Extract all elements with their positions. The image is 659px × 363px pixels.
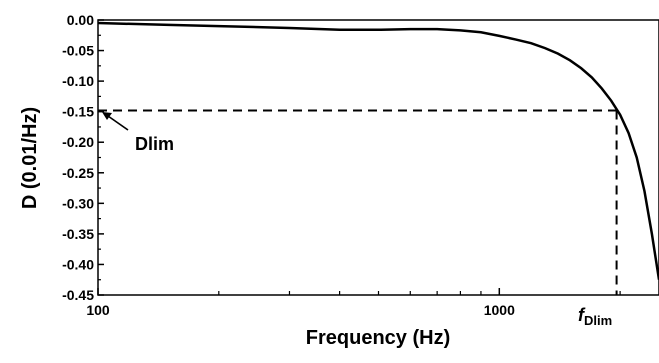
- dlim-annotation: Dlim: [135, 134, 174, 154]
- x-tick-label: 100: [86, 302, 110, 318]
- f-dlim-main: f: [578, 305, 586, 325]
- plot-area: [97, 19, 659, 296]
- f-dlim-subscript: Dlim: [584, 313, 612, 328]
- y-axis-ticks: 0.00 -0.05 -0.10 -0.15 -0.20 -0.25 -0.30 -0.35 -…: [62, 12, 104, 303]
- reference-lines: [98, 109, 618, 295]
- y-tick-label: -0.25: [62, 165, 94, 181]
- y-tick-label: -0.05: [62, 43, 94, 59]
- plot-frame: [97, 19, 659, 296]
- x-tick-label: 1000: [484, 302, 515, 318]
- x-axis-title: Frequency (Hz): [306, 327, 450, 349]
- y-tick-label: -0.40: [62, 256, 94, 272]
- y-tick-label: -0.45: [62, 287, 94, 303]
- x-axis-ticks: 100 1000: [86, 288, 621, 318]
- y-tick-label: -0.20: [62, 134, 94, 150]
- dlim-arrow: [102, 112, 129, 131]
- f-dlim-label: fDlim: [578, 305, 612, 328]
- y-tick-label: -0.35: [62, 226, 94, 242]
- y-axis-title: D (0.01/Hz): [19, 107, 41, 209]
- y-tick-label: -0.10: [62, 73, 94, 89]
- y-tick-label: 0.00: [67, 12, 94, 28]
- series-line: [97, 21, 659, 280]
- y-tick-label: -0.15: [62, 104, 94, 120]
- y-tick-label: -0.30: [62, 195, 94, 211]
